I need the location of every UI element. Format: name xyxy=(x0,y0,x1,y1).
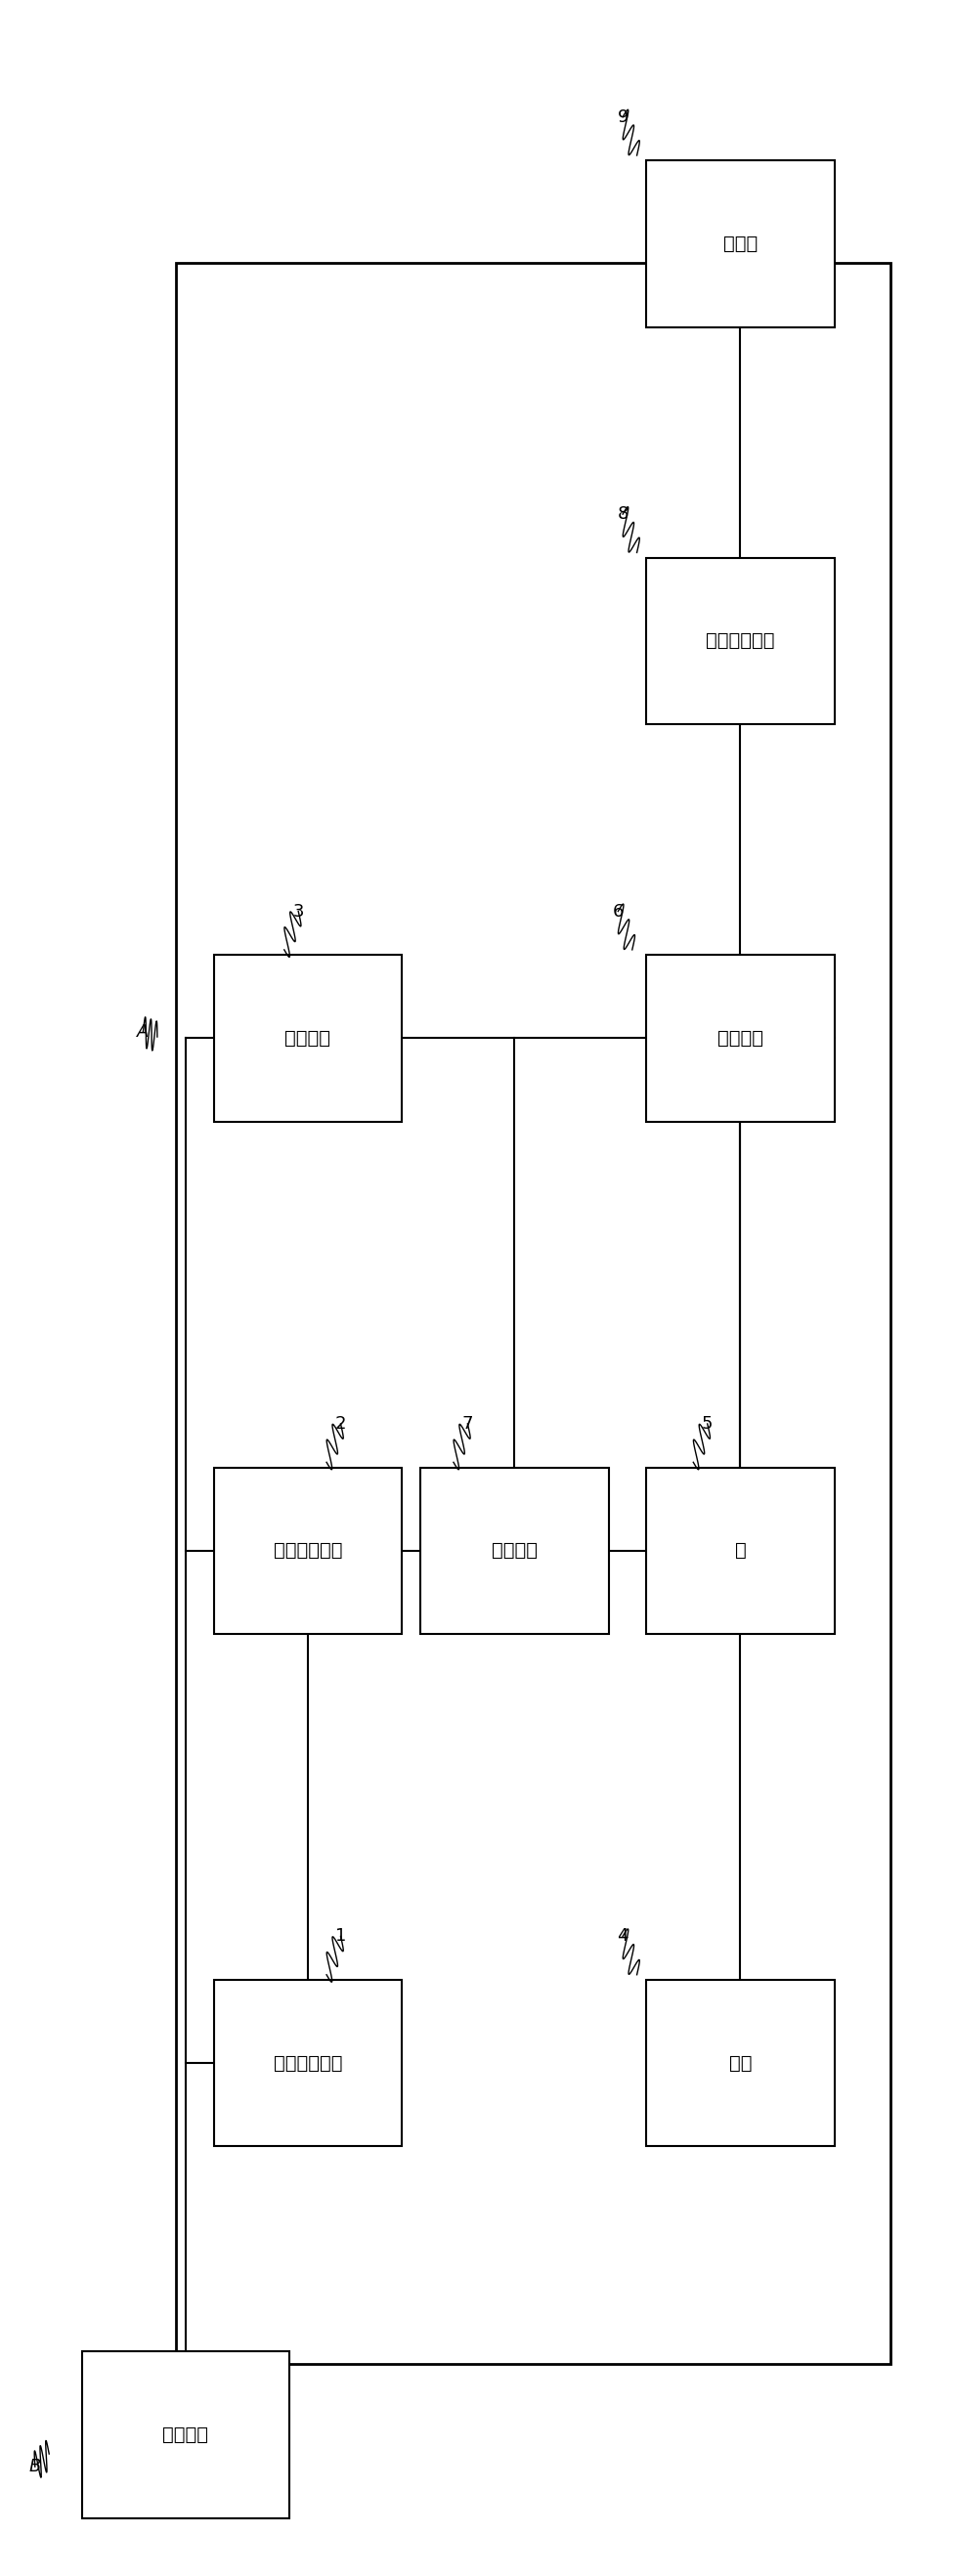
Text: 加热模块: 加热模块 xyxy=(717,1028,763,1048)
Bar xyxy=(646,160,835,327)
Bar xyxy=(646,1981,835,2146)
Text: 3: 3 xyxy=(293,902,304,920)
Text: 泵: 泵 xyxy=(735,1540,746,1561)
Text: 6: 6 xyxy=(612,902,624,920)
Text: 1: 1 xyxy=(335,1927,346,1945)
Bar xyxy=(214,1981,402,2146)
Text: 5: 5 xyxy=(702,1414,713,1432)
Text: 控制模块: 控制模块 xyxy=(491,1540,538,1561)
Text: 2: 2 xyxy=(335,1414,346,1432)
Text: 9: 9 xyxy=(617,108,629,126)
Text: 8: 8 xyxy=(617,505,629,523)
Text: 电压补偿模块: 电压补偿模块 xyxy=(273,1540,342,1561)
Text: 出水口: 出水口 xyxy=(723,234,757,252)
Bar xyxy=(82,2352,289,2517)
Bar xyxy=(646,1468,835,1633)
Bar xyxy=(421,1468,609,1633)
Text: B: B xyxy=(29,2458,41,2476)
Text: 外部电源: 外部电源 xyxy=(162,2427,208,2445)
Text: 7: 7 xyxy=(462,1414,473,1432)
Text: 汽液混合模块: 汽液混合模块 xyxy=(706,631,775,649)
Bar xyxy=(646,559,835,724)
Text: A: A xyxy=(137,1023,149,1041)
Text: 4: 4 xyxy=(617,1927,629,1945)
Bar xyxy=(176,263,891,2365)
Text: 输入模块: 输入模块 xyxy=(284,1028,331,1048)
Bar xyxy=(646,956,835,1121)
Bar xyxy=(214,1468,402,1633)
Bar xyxy=(214,956,402,1121)
Text: 水箱: 水箱 xyxy=(729,2053,752,2074)
Text: 电压检测模块: 电压检测模块 xyxy=(273,2053,342,2074)
